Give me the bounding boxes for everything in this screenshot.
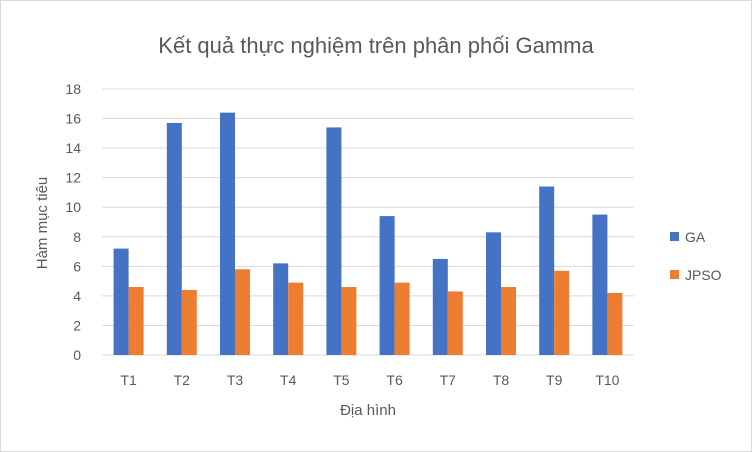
x-tick-label: T9 bbox=[546, 372, 563, 388]
y-tick-label: 8 bbox=[73, 229, 81, 245]
bar-ga-t2 bbox=[166, 122, 182, 355]
bar-jpso-t3 bbox=[235, 269, 250, 355]
x-axis-ticks: T1 T2 T3 T4 T5 T6 T7 T8 T9 T10 bbox=[120, 372, 619, 388]
bar-jpso-t6 bbox=[394, 282, 410, 355]
legend-swatch-ga bbox=[670, 232, 679, 241]
x-tick-label: T3 bbox=[227, 372, 244, 388]
bar-ga-t3 bbox=[220, 112, 235, 356]
bar-jpso-t1 bbox=[128, 287, 144, 355]
bar-jpso-t8 bbox=[501, 287, 516, 355]
chart-title: Kết quả thực nghiệm trên phân phối Gamma bbox=[158, 33, 594, 58]
x-tick-label: T2 bbox=[174, 372, 191, 388]
legend-label-ga: GA bbox=[685, 229, 706, 245]
x-tick-label: T7 bbox=[440, 372, 457, 388]
y-tick-label: 18 bbox=[65, 81, 81, 97]
x-tick-label: T10 bbox=[595, 372, 619, 388]
bar-ga-t1 bbox=[113, 248, 129, 355]
bar-jpso-t5 bbox=[341, 287, 357, 355]
bar-jpso-t9 bbox=[554, 270, 570, 355]
bar-ga-t8 bbox=[486, 232, 501, 355]
y-tick-label: 4 bbox=[73, 288, 81, 304]
bar-jpso-t10 bbox=[607, 292, 623, 355]
legend: GA JPSO bbox=[670, 229, 722, 283]
x-tick-label: T1 bbox=[120, 372, 137, 388]
bars bbox=[113, 112, 623, 356]
y-tick-label: 10 bbox=[65, 199, 81, 215]
bar-jpso-t2 bbox=[181, 289, 197, 355]
bar-ga-t5 bbox=[326, 127, 342, 355]
y-axis-label: Hàm mục tiêu bbox=[34, 177, 51, 270]
y-axis-ticks: 0 2 4 6 8 10 12 14 16 18 bbox=[65, 81, 81, 363]
x-tick-label: T4 bbox=[280, 372, 297, 388]
bar-ga-t6 bbox=[379, 216, 395, 355]
y-tick-label: 14 bbox=[65, 140, 81, 156]
bar-ga-t4 bbox=[273, 263, 289, 355]
bar-ga-t10 bbox=[592, 214, 608, 355]
y-tick-label: 0 bbox=[73, 347, 81, 363]
y-tick-label: 6 bbox=[73, 258, 81, 274]
y-tick-label: 16 bbox=[65, 111, 81, 127]
x-tick-label: T6 bbox=[386, 372, 403, 388]
x-tick-label: T5 bbox=[333, 372, 350, 388]
bar-jpso-t7 bbox=[447, 291, 463, 355]
x-tick-label: T8 bbox=[493, 372, 510, 388]
x-axis-label: Địa hình bbox=[340, 402, 396, 419]
bar-jpso-t4 bbox=[288, 282, 304, 355]
legend-label-jpso: JPSO bbox=[685, 267, 722, 283]
y-tick-label: 2 bbox=[73, 317, 81, 333]
bar-ga-t7 bbox=[432, 258, 448, 355]
y-tick-label: 12 bbox=[65, 170, 81, 186]
legend-swatch-jpso bbox=[670, 270, 679, 279]
bar-ga-t9 bbox=[539, 186, 555, 355]
